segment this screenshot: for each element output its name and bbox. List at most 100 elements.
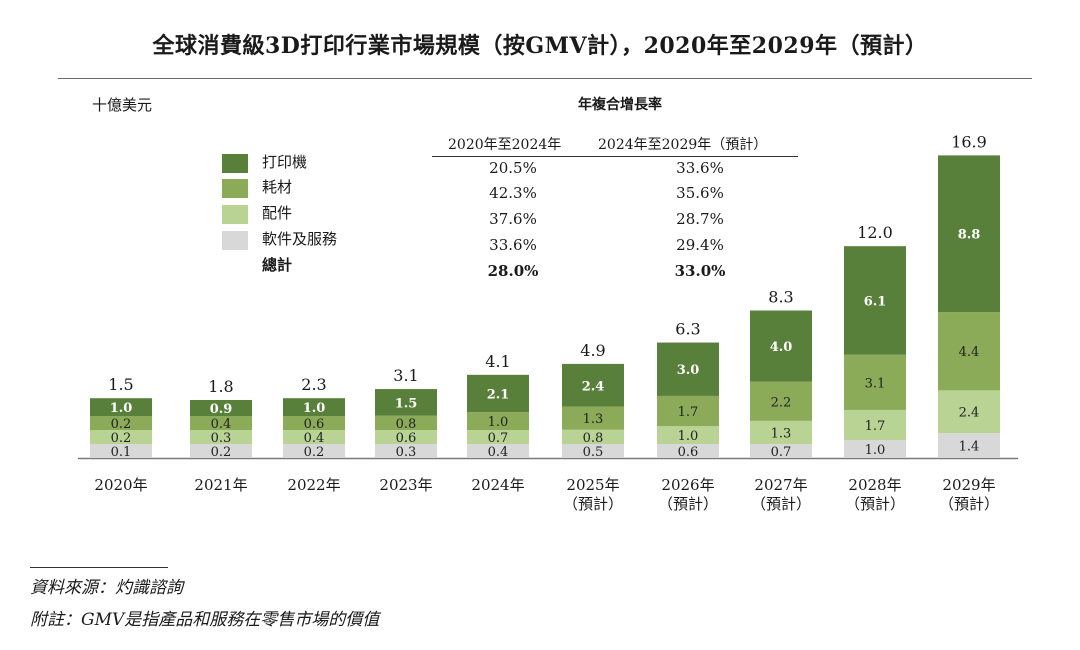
segment-value-label: 3.1: [865, 376, 886, 391]
cagr-header-2024-2029: 2024年至2029年（預計）: [598, 137, 768, 153]
bar-segment: [90, 398, 152, 416]
segment-value-label: 0.2: [111, 431, 132, 446]
bar-total-label: 3.1: [393, 366, 418, 385]
bar-segment: [283, 444, 345, 458]
bar-segment: [283, 430, 345, 444]
bar-segment: [562, 406, 624, 430]
segment-value-label: 1.0: [110, 401, 133, 416]
bar-total-label: 1.8: [208, 377, 233, 396]
bar-segment: [562, 363, 624, 407]
segment-value-label: 1.4: [959, 440, 980, 455]
segment-value-label: 2.1: [487, 388, 510, 403]
segment-value-label: 0.8: [583, 431, 604, 446]
segment-value-label: 1.3: [771, 426, 792, 441]
legend-label: 配件: [262, 204, 293, 222]
segment-value-label: 4.4: [959, 345, 980, 360]
bar-segment: [750, 381, 812, 421]
segment-value-label: 0.6: [304, 417, 325, 432]
segment-value-label: 1.7: [678, 405, 699, 420]
bar-segment: [562, 444, 624, 458]
segment-value-label: 8.8: [958, 228, 981, 243]
footer-divider: [30, 567, 168, 568]
x-tick-label: 2028年 （預計）: [844, 476, 905, 513]
cagr-title: 年複合增長率: [578, 97, 662, 113]
cagr-value-2020-2024: 33.6%: [489, 236, 537, 254]
segment-value-label: 0.1: [111, 445, 132, 460]
bar-total-label: 4.1: [485, 352, 510, 371]
bar-total-label: 6.3: [675, 320, 700, 339]
cagr-header-2020-2024: 2020年至2024年: [448, 137, 562, 153]
segment-value-label: 6.1: [864, 294, 887, 309]
bar-segment: [938, 155, 1000, 313]
segment-value-label: 1.7: [865, 419, 886, 434]
bar-segment: [844, 246, 906, 355]
bar-segment: [562, 429, 624, 444]
bar-total-label: 1.5: [108, 375, 133, 394]
bar-segment: [283, 416, 345, 430]
bar-segment: [938, 312, 1000, 391]
legend-swatch: [222, 154, 248, 173]
bar-segment: [375, 415, 437, 430]
x-tick-label: 2023年: [379, 476, 433, 494]
segment-value-label: 2.4: [959, 406, 980, 421]
x-tick-label: 2020年: [94, 476, 148, 494]
segment-value-label: 0.2: [304, 445, 325, 460]
bar-segment: [844, 354, 906, 410]
x-tick-label: 2021年: [194, 476, 248, 494]
segment-value-label: 0.4: [488, 445, 509, 460]
cagr-value-2020-2024: 37.6%: [489, 210, 537, 228]
bar-segment: [375, 389, 437, 416]
segment-value-label: 2.4: [582, 379, 605, 394]
bar-segment: [467, 444, 529, 458]
segment-value-label: 0.2: [211, 445, 232, 460]
bar-segment: [467, 430, 529, 444]
bar-total-label: 12.0: [857, 223, 893, 242]
segment-value-label: 0.7: [488, 431, 509, 446]
cagr-value-2020-2024: 28.0%: [487, 262, 539, 280]
cagr-value-2024-2029: 33.0%: [674, 262, 726, 280]
bar-segment: [657, 444, 719, 458]
segment-value-label: 0.9: [210, 402, 233, 417]
segment-value-label: 0.5: [583, 445, 604, 460]
bar-total-label: 16.9: [951, 132, 987, 151]
legend-label: 打印機: [262, 153, 308, 171]
cagr-value-2024-2029: 33.6%: [676, 159, 724, 177]
segment-value-label: 1.0: [488, 415, 509, 430]
legend-swatch: [222, 231, 248, 250]
bar-segment: [190, 416, 252, 430]
segment-value-label: 1.3: [583, 412, 604, 427]
segment-value-label: 4.0: [770, 340, 793, 355]
legend-label: 軟件及服務: [262, 230, 338, 248]
bar-segment: [190, 430, 252, 444]
segment-value-label: 0.4: [211, 417, 232, 432]
bar-segment: [190, 399, 252, 416]
segment-value-label: 0.3: [211, 431, 232, 446]
bar-segment: [844, 440, 906, 458]
bar-segment: [283, 398, 345, 416]
segment-value-label: 3.0: [677, 363, 700, 378]
bar-segment: [375, 430, 437, 444]
cagr-value-2024-2029: 29.4%: [676, 236, 724, 254]
segment-value-label: 0.6: [678, 445, 699, 460]
bar-segment: [750, 444, 812, 458]
bar-segment: [844, 409, 906, 441]
segment-value-label: 0.4: [304, 431, 325, 446]
legend-swatch: [222, 205, 248, 224]
bar-segment: [467, 412, 529, 430]
bar-segment: [90, 444, 152, 458]
segment-value-label: 0.3: [396, 445, 417, 460]
segment-value-label: 2.2: [771, 395, 792, 410]
bar-total-label: 4.9: [580, 341, 605, 360]
bar-segment: [657, 342, 719, 396]
x-tick-label: 2027年 （預計）: [750, 476, 811, 513]
title-divider: [58, 78, 1032, 79]
footnote: 附註：GMV是指產品和服務在零售市場的價值: [30, 610, 380, 630]
cagr-divider: [432, 156, 798, 157]
legend-swatch: [222, 179, 248, 198]
x-tick-label: 2026年 （預計）: [657, 476, 718, 513]
bar-segment: [657, 395, 719, 427]
y-unit-label: 十億美元: [92, 96, 153, 114]
x-tick-label: 2024年: [471, 476, 525, 494]
segment-value-label: 1.0: [303, 401, 326, 416]
cagr-value-2020-2024: 20.5%: [489, 159, 537, 177]
